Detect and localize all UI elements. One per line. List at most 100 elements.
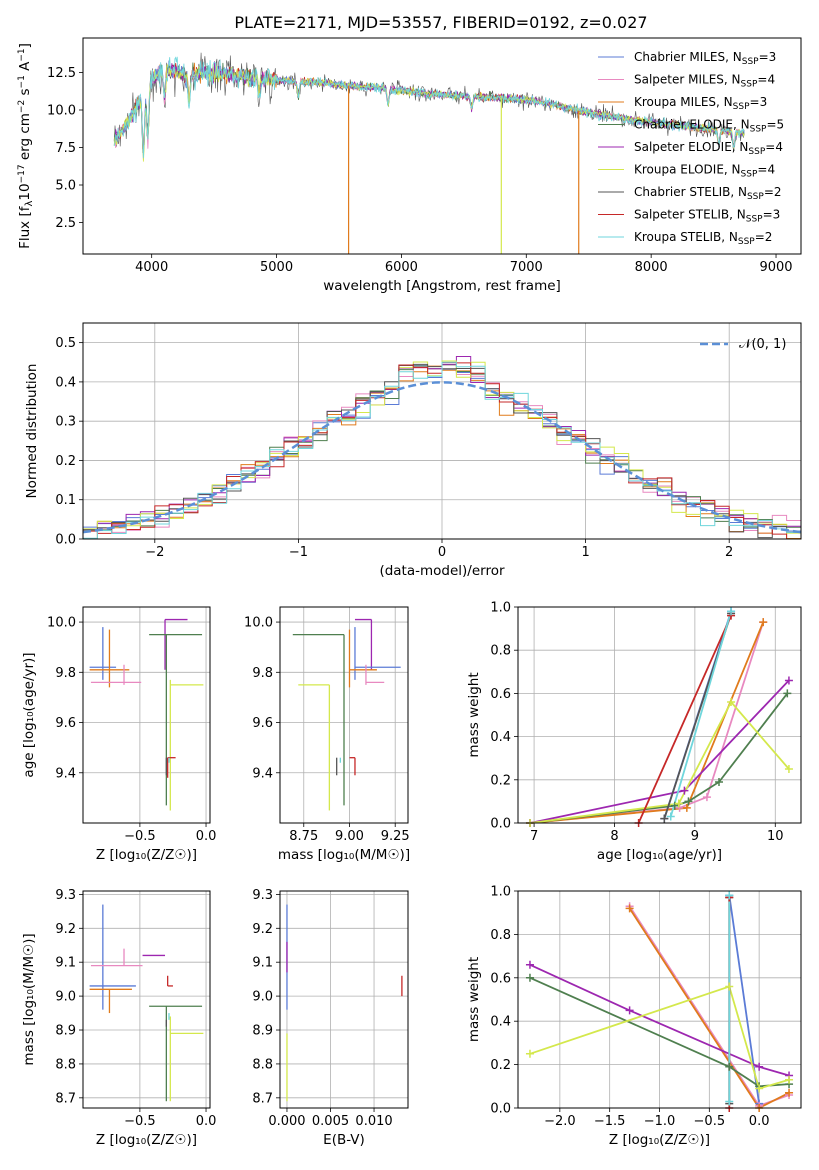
- x-tick-label: −1.5: [594, 1114, 626, 1129]
- weight-line-chabrier_elodie: [529, 692, 789, 823]
- weight-line-salpeter_stelib: [637, 615, 732, 823]
- legend-label-salpeter_stelib: Salpeter STELIB, NSSP=3: [634, 208, 780, 225]
- legend-label-chabrier_elodie: Chabrier ELODIE, NSSP=5: [634, 118, 784, 135]
- x-tick-label: 8.75: [289, 829, 318, 844]
- y-tick-label: 12.5: [47, 66, 76, 81]
- weight-marker-kroupa_miles: [785, 1088, 794, 1097]
- y-tick-label: 0.3: [55, 415, 76, 430]
- y-tick-label: 0.8: [490, 644, 511, 659]
- weight-marker-salpeter_elodie: [755, 1062, 764, 1071]
- x-tick-label: 9.00: [335, 829, 364, 844]
- y-tick-label: 8.7: [55, 1091, 76, 1106]
- ticks: −0.5 0.0 9.4 9.6 9.8 10.0: [47, 616, 216, 844]
- y-tick-label: 9.0: [252, 990, 273, 1005]
- weight-marker-salpeter_elodie: [784, 676, 793, 685]
- x-axis-label: (data-model)/error: [379, 563, 505, 579]
- weight-line-kroupa_elodie: [529, 700, 790, 823]
- legend-label-kroupa_elodie: Kroupa ELODIE, NSSP=4: [634, 163, 775, 180]
- y-tick-label: 9.2: [252, 922, 273, 937]
- weight-line-kroupa_miles: [530, 621, 765, 823]
- x-tick-label: 5000: [260, 260, 293, 275]
- x-axis-label: wavelength [Angstrom, rest frame]: [323, 278, 561, 294]
- weight-marker-salpeter_elodie: [625, 1006, 634, 1015]
- axes-frame: [279, 890, 409, 1109]
- x-axis-label: mass [log₁₀(M/M☉)]: [278, 847, 410, 863]
- plot-area: [292, 618, 401, 811]
- weight-line-kroupa_miles: [628, 907, 790, 1108]
- x-tick-label: −0.5: [694, 1114, 726, 1129]
- x-tick-label: 0.0: [749, 1114, 770, 1129]
- weight-marker-chabrier_elodie: [725, 1062, 734, 1071]
- x-tick-label: −1: [289, 545, 308, 560]
- x-tick-label: −0.5: [124, 1114, 156, 1129]
- y-tick-label: 0.4: [490, 730, 511, 745]
- y-tick-label: 0.2: [490, 773, 511, 788]
- weight-marker-salpeter_miles: [702, 793, 711, 802]
- weight-line-kroupa_elodie: [529, 985, 790, 1090]
- y-axis-label: age [log₁₀(age/yr)]: [21, 652, 37, 777]
- weight-marker-kroupa_elodie: [785, 1075, 794, 1084]
- weight-marker-kroupa_elodie: [725, 982, 734, 991]
- gaussian-curve: [83, 381, 801, 534]
- ticks: −0.5 0.0 8.7 8.8 8.9 9.0 9.1 9.2 9.3: [55, 888, 216, 1129]
- ticks: 0.000 0.005 0.010 8.7 8.8 8.9 9.0 9.1 9.2 9.3: [252, 888, 392, 1129]
- y-tick-label: 2.5: [55, 216, 76, 231]
- x-axis-label: Z [log₁₀(Z/Z☉)]: [96, 847, 197, 863]
- x-tick-label: 0.005: [312, 1114, 349, 1129]
- y-tick-label: 1.0: [490, 885, 511, 900]
- y-tick-label: 9.0: [55, 990, 76, 1005]
- axes-mass_vs_ebv: E(B-V) 0.000 0.005 0.010 8.7 8.8 8.9 9.0 9.1 9.2 9…: [252, 888, 409, 1148]
- spectrum-legend: Chabrier MILES, NSSP=3 Salpeter MILES, NS…: [598, 50, 784, 247]
- weight-marker-chabrier_elodie: [525, 973, 534, 982]
- x-tick-label: 2: [725, 545, 733, 560]
- weight-marker-salpeter_elodie: [680, 786, 689, 795]
- y-tick-label: 0.8: [490, 928, 511, 943]
- x-axis-label: age [log₁₀(age/yr)]: [597, 847, 722, 863]
- y-tick-label: 10.0: [47, 616, 76, 631]
- weight-marker-kroupa_stelib: [725, 1097, 734, 1106]
- x-tick-label: 0: [438, 545, 446, 560]
- y-tick-label: 8.9: [252, 1024, 273, 1039]
- y-tick-label: 0.0: [490, 1102, 511, 1117]
- weight-line-chabrier_elodie: [529, 976, 790, 1088]
- legend-label-gaussian: 𝒩(0, 1): [739, 337, 786, 352]
- y-tick-label: 8.8: [252, 1057, 273, 1072]
- y-tick-label: 9.3: [252, 888, 273, 903]
- ticks: 8.75 9.00 9.25 9.4 9.6 9.8 10.0: [244, 616, 410, 844]
- y-tick-label: 9.1: [55, 956, 76, 971]
- x-tick-label: 8: [610, 829, 618, 844]
- weight-marker-chabrier_elodie: [670, 801, 679, 810]
- ticks: −2.0 −1.5 −1.0 −0.5 0.0 0.0 0.2 0.4 0.6 0.8 1.0: [490, 885, 769, 1130]
- figure-title: PLATE=2171, MJD=53557, FIBERID=0192, z=0…: [234, 13, 647, 32]
- legend-label-kroupa_stelib: Kroupa STELIB, NSSP=2: [634, 230, 772, 247]
- x-tick-label: 0.0: [196, 1114, 217, 1129]
- weight-line-salpeter_elodie: [529, 679, 790, 823]
- x-tick-label: 4000: [135, 260, 168, 275]
- weight-marker-kroupa_elodie: [674, 799, 683, 808]
- axes-age_vs_Z: Z [log₁₀(Z/Z☉)] age [log₁₀(age/yr)] −0.5 0.…: [21, 606, 216, 863]
- legend-label-chabrier_miles: Chabrier MILES, NSSP=3: [634, 50, 776, 67]
- y-tick-label: 9.8: [55, 666, 76, 681]
- axes-weight_vs_Z: Z [log₁₀(Z/Z☉)] mass weight −2.0 −1.5 −1.0 −0…: [466, 885, 802, 1148]
- y-tick-label: 9.6: [55, 716, 76, 731]
- x-tick-label: 0.0: [196, 829, 217, 844]
- y-tick-label: 8.9: [55, 1024, 76, 1039]
- axes-frame: [82, 37, 802, 255]
- x-tick-label: 9.25: [381, 829, 410, 844]
- x-tick-label: 1: [581, 545, 589, 560]
- axes-weight_vs_age: age [log₁₀(age/yr)] mass weight 7 8 9 10 0.0 0.…: [466, 601, 802, 863]
- weight-marker-chabrier_stelib: [660, 814, 669, 823]
- y-tick-label: 7.5: [55, 141, 76, 156]
- y-tick-label: 8.7: [252, 1091, 273, 1106]
- weight-marker-kroupa_elodie: [784, 765, 793, 773]
- axes-frame: [517, 606, 802, 824]
- axes-age_vs_mass: mass [log₁₀(M/M☉)] 8.75 9.00 9.25 9.4 9.6 9.8 1…: [244, 606, 410, 863]
- plot-area: [286, 904, 403, 1102]
- spectrum-kroupa_stelib: [113, 56, 745, 159]
- y-tick-label: 0.1: [55, 493, 76, 508]
- axes-frame: [82, 322, 802, 540]
- y-tick-label: 0.0: [55, 533, 76, 548]
- legend-label-salpeter_miles: Salpeter MILES, NSSP=4: [634, 73, 775, 90]
